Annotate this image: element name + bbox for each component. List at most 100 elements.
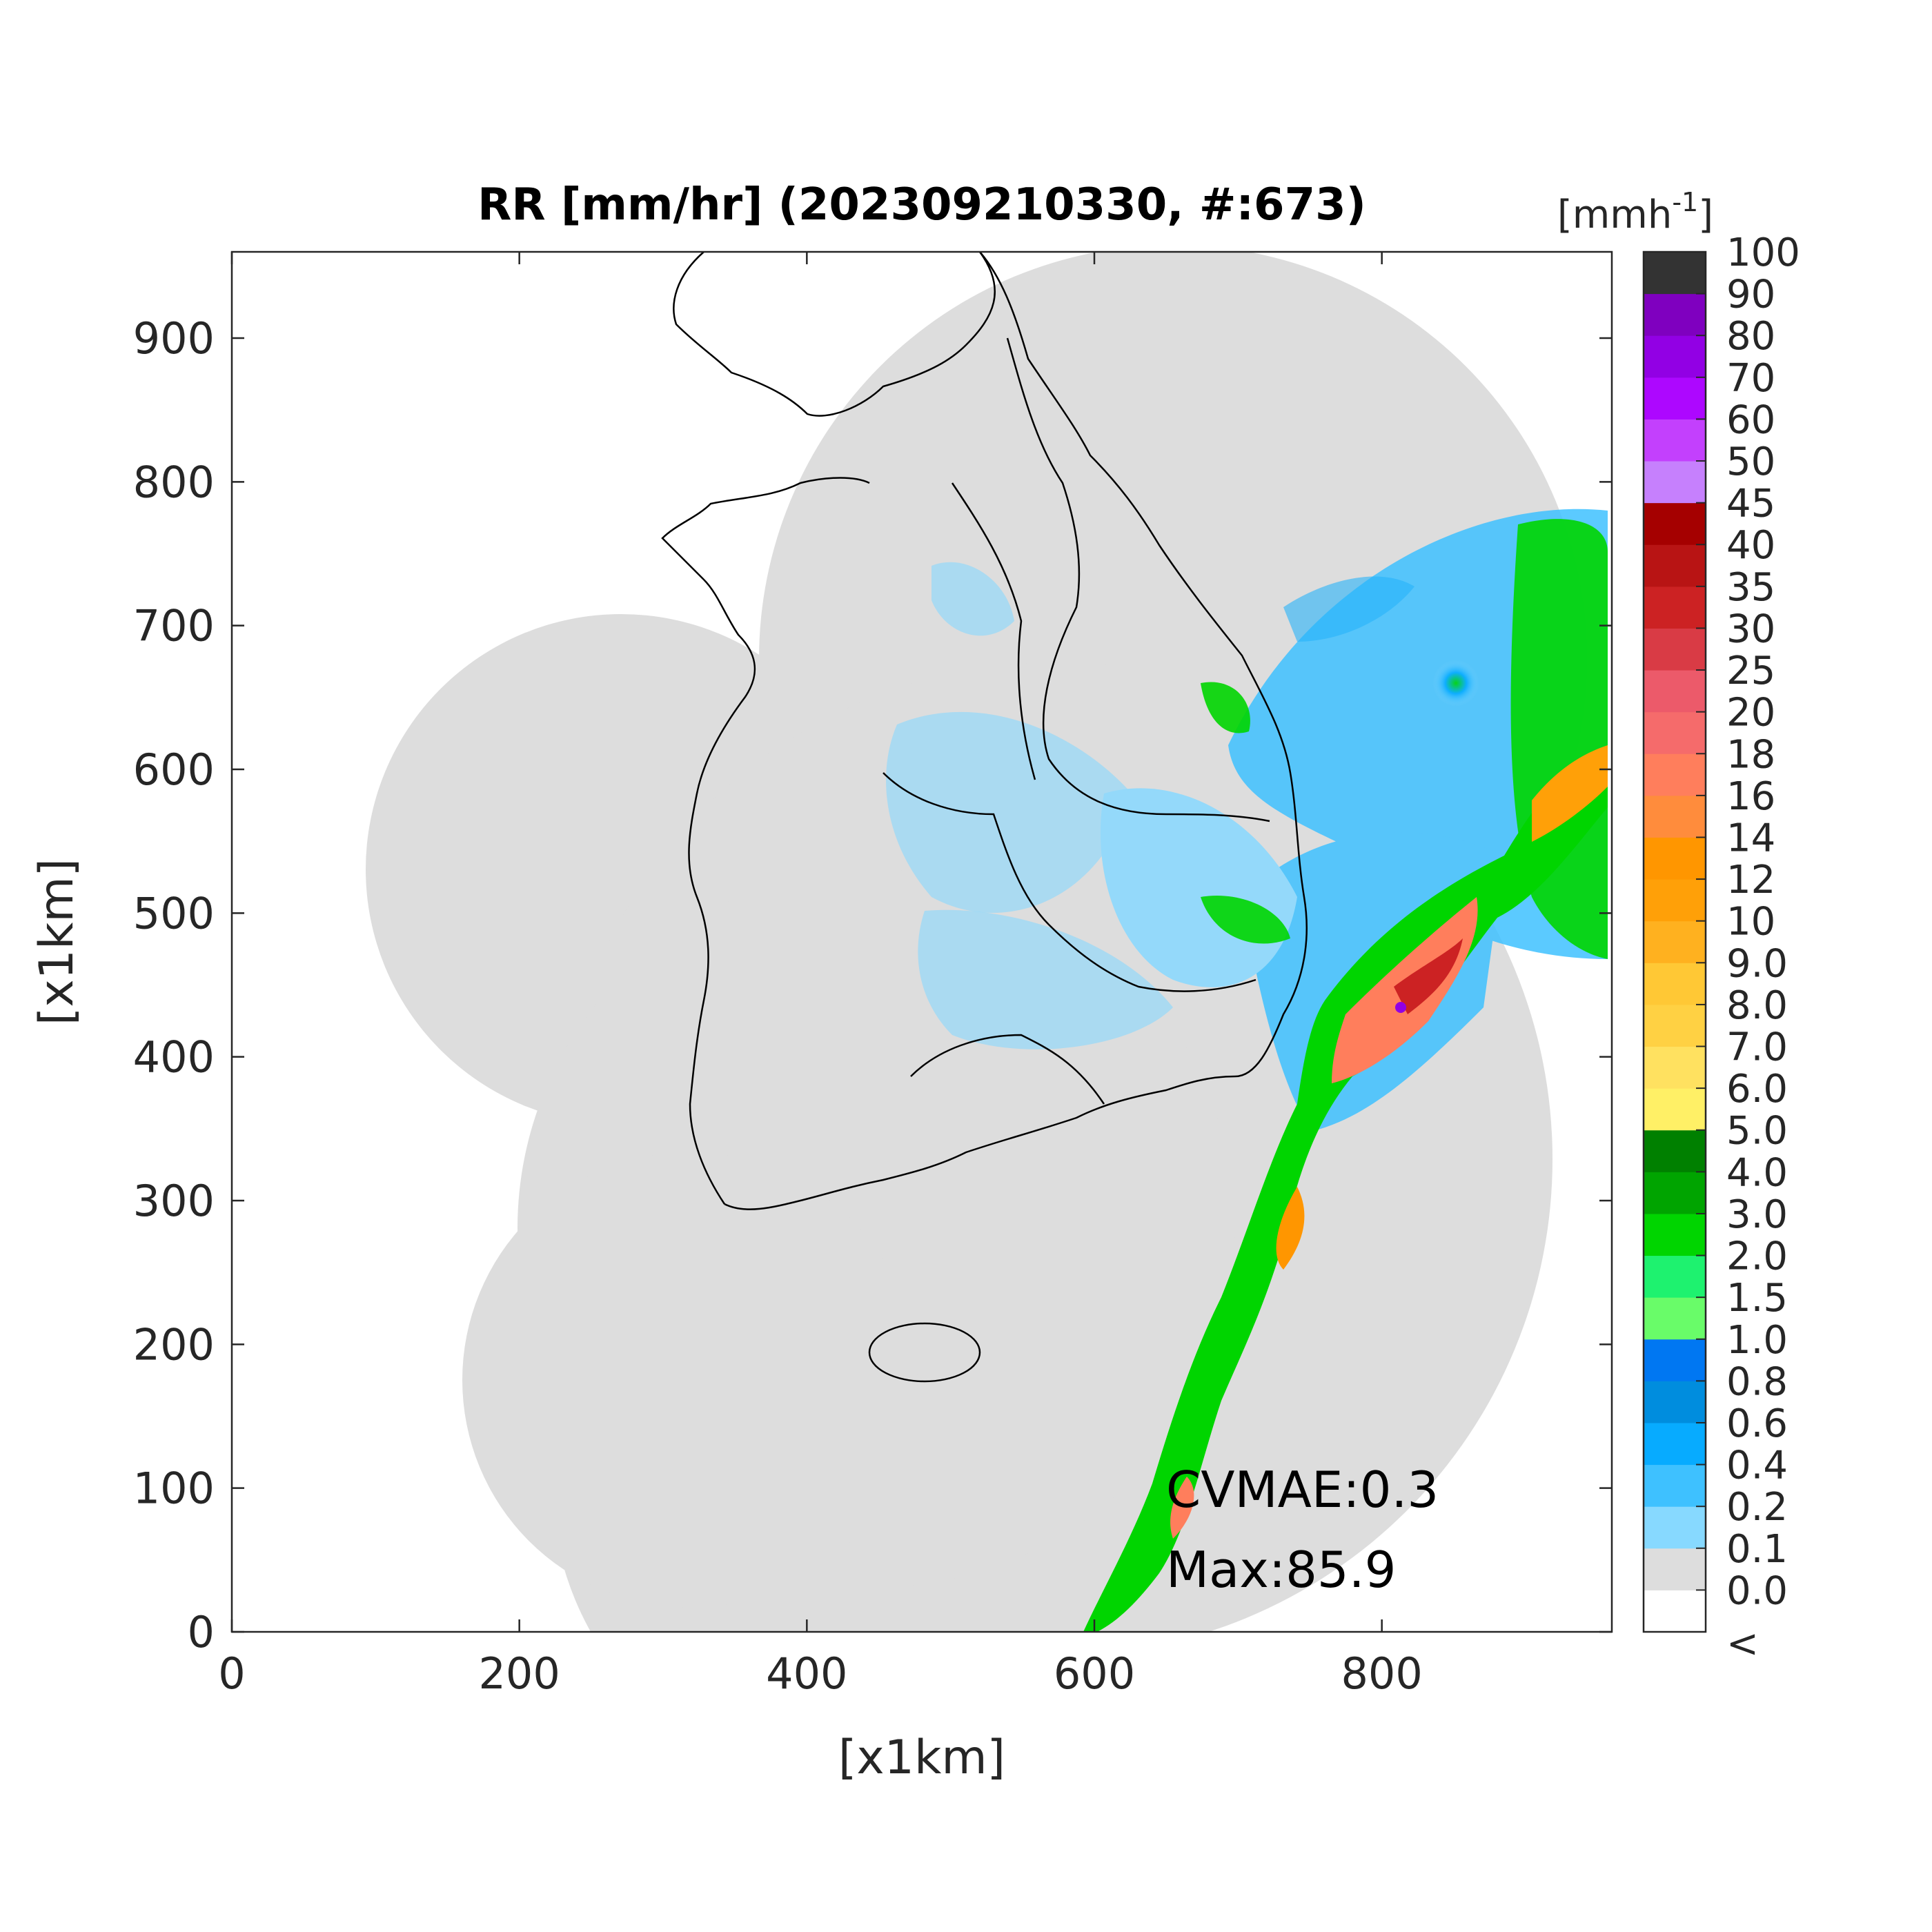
colorbar-unit-sup: -1 bbox=[1672, 187, 1698, 217]
colorbar-swatch bbox=[1644, 1422, 1706, 1466]
colorbar-swatch bbox=[1644, 1172, 1706, 1214]
colorbar-swatch bbox=[1644, 1213, 1706, 1256]
colorbar-label: 7.0 bbox=[1726, 1025, 1788, 1070]
colorbar-label: 6.0 bbox=[1726, 1067, 1788, 1112]
colorbar-label: 80 bbox=[1726, 314, 1775, 359]
y-tick-label: 800 bbox=[133, 457, 215, 507]
y-tick-label: 400 bbox=[133, 1032, 215, 1083]
colorbar-swatch bbox=[1644, 1339, 1706, 1381]
y-tick-label: 0 bbox=[188, 1607, 215, 1657]
colorbar-label: 35 bbox=[1726, 565, 1775, 610]
colorbar-swatch bbox=[1644, 795, 1706, 838]
colorbar-swatch bbox=[1644, 1297, 1706, 1340]
colorbar-label: 70 bbox=[1726, 356, 1775, 401]
colorbar-label: 12 bbox=[1726, 858, 1775, 903]
colorbar-label: 1.0 bbox=[1726, 1318, 1788, 1363]
colorbar-swatch bbox=[1644, 1004, 1706, 1047]
colorbar-swatch bbox=[1644, 837, 1706, 880]
colorbar-swatch bbox=[1644, 502, 1706, 545]
max-annotation: Max:85.9 bbox=[1166, 1541, 1396, 1599]
colorbar-swatch bbox=[1644, 879, 1706, 922]
colorbar-label: 0.4 bbox=[1726, 1443, 1788, 1488]
x-axis-ticks: 0 200 400 600 800 bbox=[218, 252, 1423, 1699]
cvmae-annotation: CVMAE:0.3 bbox=[1166, 1461, 1439, 1519]
y-tick-label: 300 bbox=[133, 1176, 215, 1226]
colorbar-label: 30 bbox=[1726, 607, 1775, 651]
colorbar-label: 4.0 bbox=[1726, 1150, 1788, 1195]
colorbar-swatch bbox=[1644, 419, 1706, 462]
colorbar-swatch bbox=[1644, 963, 1706, 1005]
colorbar-unit-base: [mmh bbox=[1557, 193, 1672, 237]
colorbar-label: 18 bbox=[1726, 732, 1775, 777]
y-axis-label: [x1km] bbox=[30, 858, 84, 1025]
colorbar-swatch bbox=[1644, 377, 1706, 420]
colorbar-swatch bbox=[1644, 1088, 1706, 1131]
colorbar-label: 0.1 bbox=[1726, 1527, 1788, 1572]
x-tick-label: 600 bbox=[1054, 1648, 1135, 1699]
colorbar-swatch bbox=[1644, 1130, 1706, 1172]
colorbar-label: 50 bbox=[1726, 440, 1775, 484]
colorbar-swatch bbox=[1644, 335, 1706, 378]
colorbar-label: 100 bbox=[1726, 230, 1800, 275]
colorbar-label: 0.8 bbox=[1726, 1359, 1788, 1404]
colorbar: <0.00.10.20.40.60.81.01.52.03.04.05.06.0… bbox=[1642, 230, 1800, 1666]
colorbar-swatch bbox=[1644, 711, 1706, 754]
plot-frame bbox=[230, 250, 1613, 1633]
map-outlines bbox=[661, 252, 1308, 1383]
colorbar-swatch bbox=[1644, 1046, 1706, 1089]
colorbar-swatch bbox=[1644, 293, 1706, 336]
x-tick-label: 200 bbox=[478, 1648, 560, 1699]
colorbar-label: 45 bbox=[1726, 482, 1775, 526]
colorbar-label: 0.6 bbox=[1726, 1401, 1788, 1446]
colorbar-label: 25 bbox=[1726, 649, 1775, 693]
colorbar-swatch bbox=[1644, 753, 1706, 796]
colorbar-label: 20 bbox=[1726, 691, 1775, 736]
colorbar-swatch bbox=[1644, 1255, 1706, 1298]
colorbar-swatch bbox=[1644, 1381, 1706, 1423]
y-tick-label: 900 bbox=[133, 313, 215, 364]
colorbar-label: 16 bbox=[1726, 774, 1775, 819]
colorbar-swatch bbox=[1644, 920, 1706, 963]
colorbar-swatch bbox=[1644, 1548, 1706, 1590]
plot-area: CVMAE:0.3 Max:85.9 bbox=[232, 252, 1612, 1632]
chart-title: RR [mm/hr] (202309210330, #:673) bbox=[477, 179, 1366, 230]
precip-band bbox=[1083, 745, 1608, 1632]
colorbar-label: 60 bbox=[1726, 397, 1775, 442]
x-axis-label: [x1km] bbox=[838, 1731, 1005, 1785]
colorbar-label: 1.5 bbox=[1726, 1276, 1788, 1321]
colorbar-label: 3.0 bbox=[1726, 1192, 1788, 1237]
colorbar-unit-end: ] bbox=[1698, 193, 1713, 237]
colorbar-label: 9.0 bbox=[1726, 941, 1788, 986]
colorbar-label: < bbox=[1726, 1621, 1759, 1666]
colorbar-frame bbox=[1642, 250, 1707, 1633]
colorbar-swatch bbox=[1644, 586, 1706, 629]
colorbar-label: 40 bbox=[1726, 523, 1775, 568]
x-tick-label: 400 bbox=[766, 1648, 847, 1699]
colorbar-label: 5.0 bbox=[1726, 1109, 1788, 1154]
colorbar-label: 0.2 bbox=[1726, 1485, 1788, 1530]
colorbar-label: 0.0 bbox=[1726, 1568, 1788, 1613]
y-tick-label: 100 bbox=[133, 1463, 215, 1514]
colorbar-label: 10 bbox=[1726, 900, 1775, 945]
colorbar-swatch bbox=[1644, 461, 1706, 504]
y-axis-ticks: 0 100 200 300 400 500 600 700 800 900 bbox=[133, 313, 1612, 1657]
colorbar-swatch bbox=[1644, 628, 1706, 671]
colorbar-label: 8.0 bbox=[1726, 983, 1788, 1028]
colorbar-unit: [mmh-1] bbox=[1557, 187, 1713, 237]
x-tick-label: 800 bbox=[1341, 1648, 1422, 1699]
colorbar-label: 90 bbox=[1726, 273, 1775, 317]
colorbar-swatch bbox=[1644, 1590, 1706, 1633]
colorbar-swatch bbox=[1644, 1506, 1706, 1549]
colorbar-swatch bbox=[1644, 670, 1706, 713]
colorbar-swatch bbox=[1644, 1464, 1706, 1507]
y-tick-label: 200 bbox=[133, 1319, 215, 1370]
y-tick-label: 700 bbox=[133, 601, 215, 651]
y-tick-label: 600 bbox=[133, 745, 215, 795]
colorbar-label: 2.0 bbox=[1726, 1234, 1788, 1279]
colorbar-swatch bbox=[1644, 544, 1706, 587]
y-tick-label: 500 bbox=[133, 888, 215, 938]
colorbar-label: 14 bbox=[1726, 816, 1775, 860]
x-tick-label: 0 bbox=[218, 1648, 245, 1699]
colorbar-swatch bbox=[1644, 252, 1706, 295]
